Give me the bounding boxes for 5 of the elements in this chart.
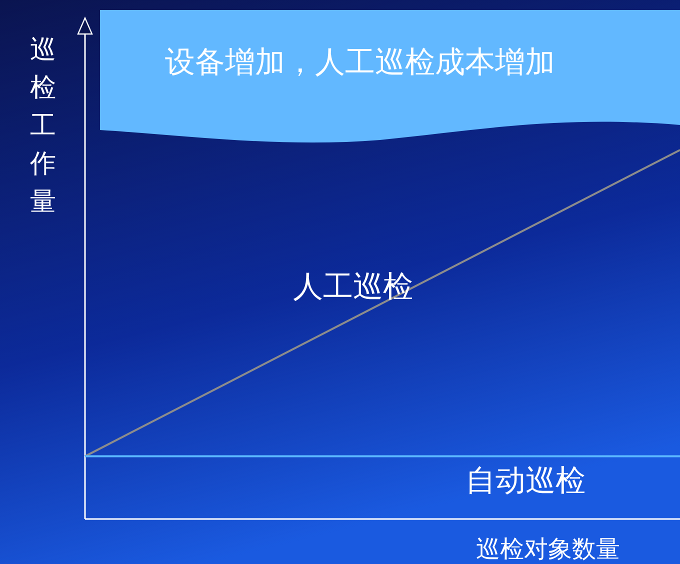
series-label: 自动巡检 <box>465 463 586 498</box>
y-axis-title: 巡检工作量 <box>29 35 56 217</box>
chart-title: 设备增加，人工巡检成本增加 <box>165 45 555 80</box>
series-label: 人工巡检 <box>292 269 413 304</box>
x-axis-title: 巡检对象数量 <box>476 535 620 563</box>
